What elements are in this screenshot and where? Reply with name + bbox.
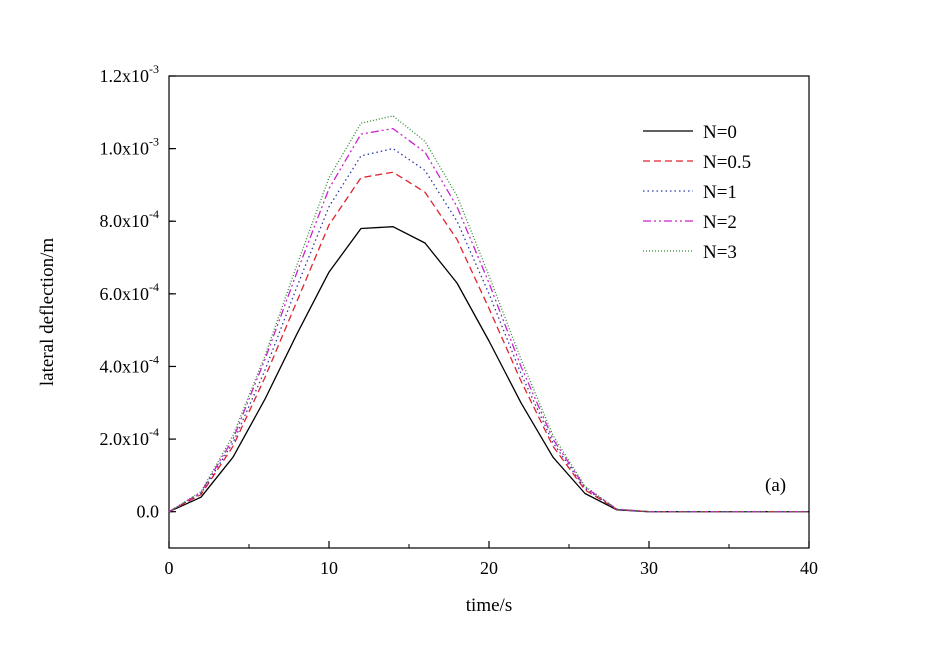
x-axis-label: time/s (466, 595, 512, 616)
series-line-N=2 (168, 127, 809, 513)
y-tick-label: 1.0x10-3 (100, 135, 160, 159)
y-tick-label: 6.0x10-4 (100, 280, 160, 304)
series-line-N=1 (168, 147, 809, 513)
legend-label: N=3 (703, 242, 737, 263)
y-tick-label: 2.0x10-4 (100, 425, 160, 449)
y-tick-label: 1.2x10-3 (100, 62, 160, 86)
series-line-N=3 (168, 115, 809, 513)
legend-label: N=0 (703, 122, 737, 143)
x-tick-label: 30 (640, 558, 658, 578)
legend-label: N=2 (703, 212, 737, 233)
x-tick-label: 10 (320, 558, 338, 578)
x-tick-label: 40 (800, 558, 818, 578)
legend: N=0 N=0.5 N=1 N=2 N=3 (643, 122, 751, 263)
panel-annotation: (a) (765, 475, 786, 496)
legend-label: N=1 (703, 182, 737, 203)
legend-label: N=0.5 (703, 152, 751, 173)
y-axis-ticks: 0.0 2.0x10-4 4.0x10-4 6.0x10-4 8.0x10-4 1.0x1… (100, 62, 176, 522)
y-tick-label: 8.0x10-4 (100, 207, 160, 231)
x-axis-ticks: 0 10 20 30 40 (165, 541, 818, 578)
plot-frame (168, 75, 810, 549)
y-tick-label: 4.0x10-4 (100, 352, 160, 376)
y-axis-label: lateral deflection/m (37, 238, 58, 386)
series-lines (168, 115, 809, 513)
series-line-N=0 (168, 226, 809, 513)
y-tick-label: 0.0 (137, 502, 160, 522)
x-tick-label: 20 (480, 558, 498, 578)
x-tick-label: 0 (165, 558, 174, 578)
